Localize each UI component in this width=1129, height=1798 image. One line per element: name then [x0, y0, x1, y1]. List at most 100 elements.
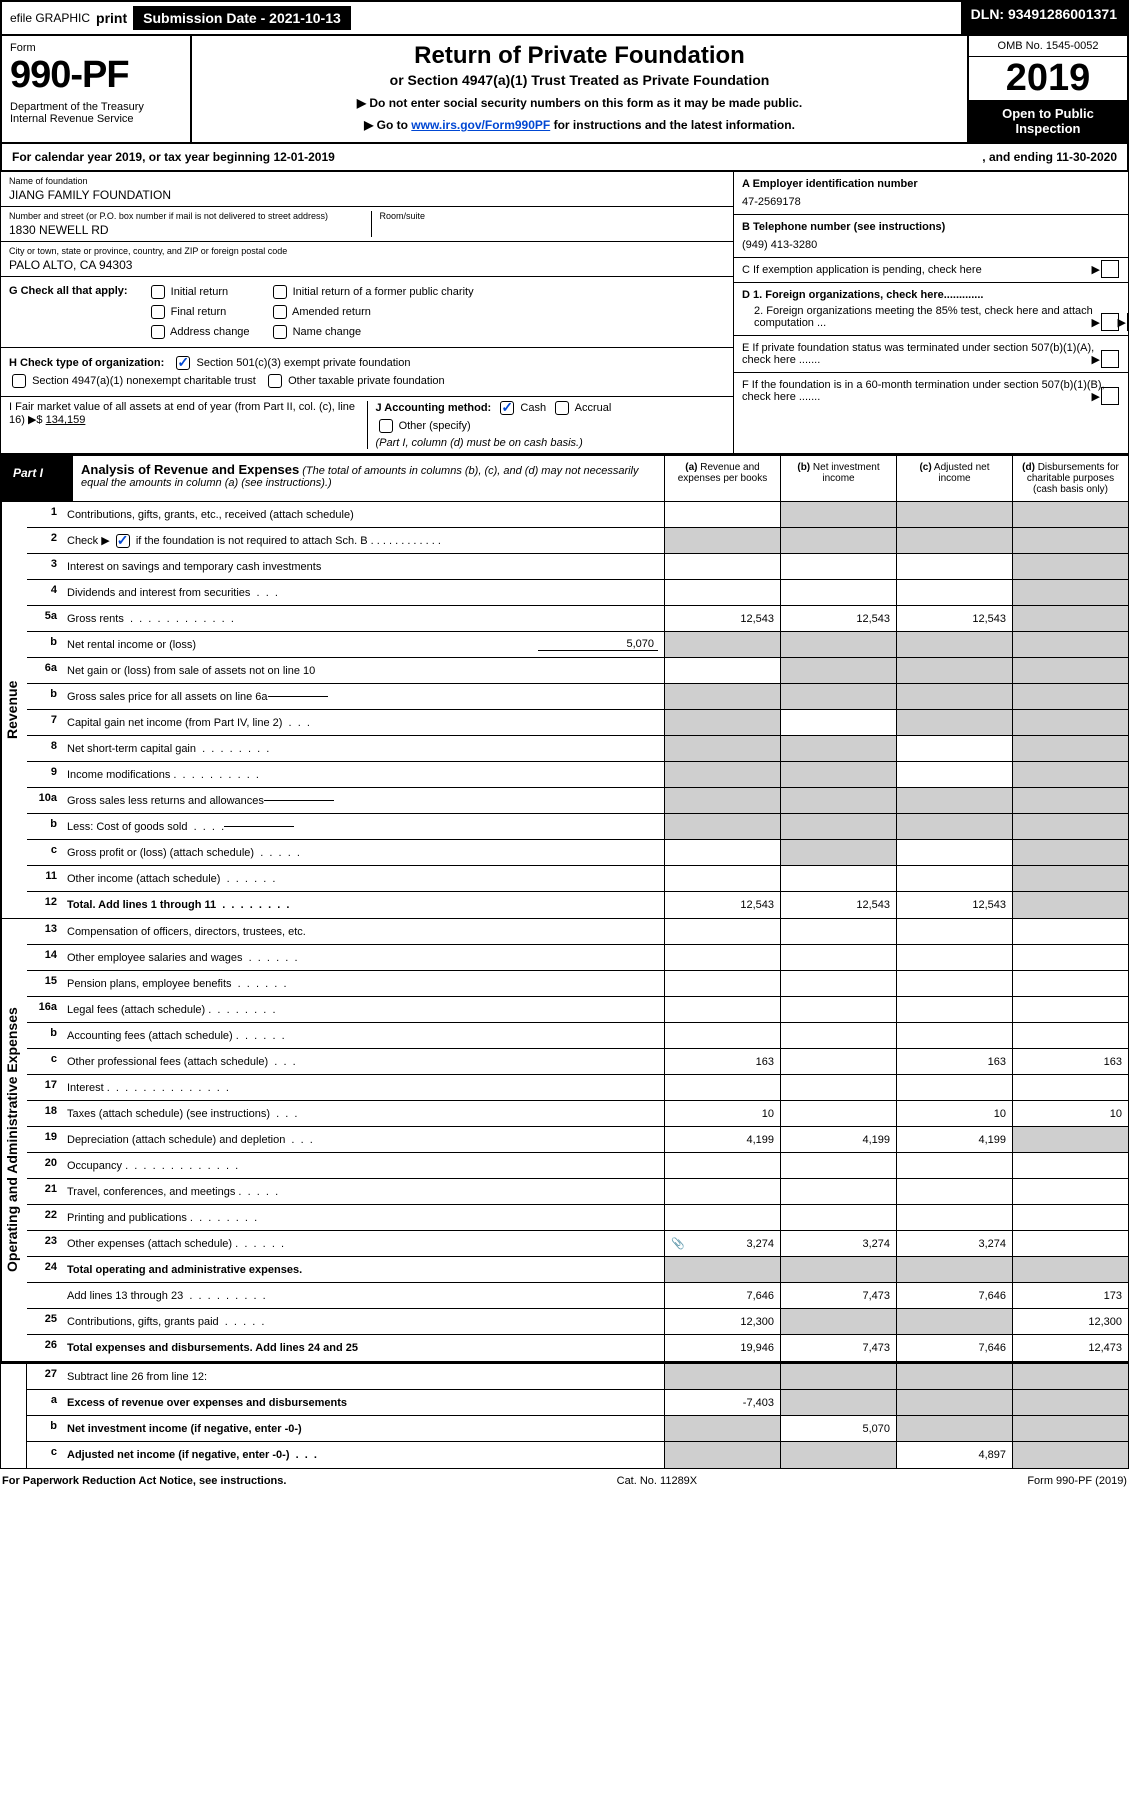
line-9: Income modifications . . . . . . . . . . [61, 762, 664, 787]
16c-a: 163 [664, 1049, 780, 1074]
5a-a: 12,543 [664, 606, 780, 631]
27b-b: 5,070 [780, 1416, 896, 1441]
f-label: F If the foundation is in a 60-month ter… [742, 379, 1105, 403]
info-grid: Name of foundation JIANG FAMILY FOUNDATI… [0, 172, 1129, 454]
line-12: Total. Add lines 1 through 11 . . . . . … [61, 892, 664, 918]
footer-left: For Paperwork Reduction Act Notice, see … [2, 1475, 286, 1487]
arrow-icon: ▶ [1092, 263, 1100, 276]
chk-initial[interactable] [151, 285, 165, 299]
line-10b: Less: Cost of goods sold . . . . [61, 814, 664, 839]
expenses-sidelabel: Operating and Administrative Expenses [1, 919, 27, 1361]
arrow-icon: ▶ [1092, 353, 1100, 366]
chk-accrual[interactable] [555, 401, 569, 415]
calendar-year-row: For calendar year 2019, or tax year begi… [0, 144, 1129, 172]
ein: 47-2569178 [742, 196, 1120, 208]
line-25: Contributions, gifts, grants paid . . . … [61, 1309, 664, 1334]
18-d: 10 [1012, 1101, 1128, 1126]
tel-label: B Telephone number (see instructions) [742, 221, 945, 233]
revenue-sidelabel: Revenue [1, 502, 27, 918]
line-24b: Add lines 13 through 23 . . . . . . . . … [61, 1283, 664, 1308]
top-bar: efile GRAPHIC print Submission Date - 20… [0, 0, 1129, 36]
line-6a: Net gain or (loss) from sale of assets n… [61, 658, 664, 683]
c-label: C If exemption application is pending, c… [742, 264, 982, 276]
26-b: 7,473 [780, 1335, 896, 1361]
dln: DLN: 93491286001371 [961, 2, 1127, 34]
print-label[interactable]: print [96, 10, 127, 26]
col-d-label: Disbursements for charitable purposes (c… [1027, 462, 1119, 495]
19-a: 4,199 [664, 1127, 780, 1152]
chk-amended[interactable] [273, 305, 287, 319]
line-10c: Gross profit or (loss) (attach schedule)… [61, 840, 664, 865]
line-5a: Gross rents . . . . . . . . . . . . [61, 606, 664, 631]
form-link[interactable]: www.irs.gov/Form990PF [411, 118, 550, 132]
16c-c: 163 [896, 1049, 1012, 1074]
19-b: 4,199 [780, 1127, 896, 1152]
line-7: Capital gain net income (from Part IV, l… [61, 710, 664, 735]
5a-b: 12,543 [780, 606, 896, 631]
line-8: Net short-term capital gain . . . . . . … [61, 736, 664, 761]
line-6b: Gross sales price for all assets on line… [61, 684, 664, 709]
open-inspection: Open to Public Inspection [969, 100, 1127, 142]
cal-year-end: , and ending 11-30-2020 [982, 150, 1117, 164]
telephone: (949) 413-3280 [742, 239, 1120, 251]
chk-e[interactable] [1101, 350, 1119, 368]
18-a: 10 [664, 1101, 780, 1126]
form-subtitle: or Section 4947(a)(1) Trust Treated as P… [204, 72, 955, 88]
line-27c: Adjusted net income (if negative, enter … [61, 1442, 664, 1468]
chk-initformer[interactable] [273, 285, 287, 299]
expenses-table: Operating and Administrative Expenses 13… [0, 919, 1129, 1362]
26-c: 7,646 [896, 1335, 1012, 1361]
26-d: 12,473 [1012, 1335, 1128, 1361]
16c-d: 163 [1012, 1049, 1128, 1074]
line-5b: Net rental income or (loss) 5,070 [61, 632, 664, 657]
i-value: 134,159 [46, 414, 86, 426]
chk-addrchange[interactable] [151, 325, 165, 339]
line-4: Dividends and interest from securities .… [61, 580, 664, 605]
line-15: Pension plans, employee benefits . . . .… [61, 971, 664, 996]
line-14: Other employee salaries and wages . . . … [61, 945, 664, 970]
12-a: 12,543 [664, 892, 780, 918]
omb-number: OMB No. 1545-0052 [969, 36, 1127, 57]
line-13: Compensation of officers, directors, tru… [61, 919, 664, 944]
chk-cash[interactable] [500, 401, 514, 415]
5a-c: 12,543 [896, 606, 1012, 631]
d2-label: 2. Foreign organizations meeting the 85%… [754, 305, 1093, 329]
d1-label: D 1. Foreign organizations, check here..… [742, 289, 983, 301]
12-c: 12,543 [896, 892, 1012, 918]
form-note-1: ▶ Do not enter social security numbers o… [204, 96, 955, 110]
chk-schb[interactable] [116, 534, 130, 548]
chk-c[interactable] [1101, 260, 1119, 278]
address: 1830 NEWELL RD [9, 223, 363, 237]
24-b: 7,473 [780, 1283, 896, 1308]
city-label: City or town, state or province, country… [9, 246, 725, 256]
line-1: Contributions, gifts, grants, etc., rece… [61, 502, 664, 527]
chk-other-tax[interactable] [268, 374, 282, 388]
part-title: Analysis of Revenue and Expenses [81, 462, 299, 477]
j-label: J Accounting method: [376, 402, 492, 414]
city: PALO ALTO, CA 94303 [9, 258, 725, 272]
chk-final[interactable] [151, 305, 165, 319]
form-label: Form [10, 42, 182, 54]
form-note-2: ▶ Go to www.irs.gov/Form990PF for instru… [204, 118, 955, 132]
chk-f[interactable] [1101, 387, 1119, 405]
23-a: 📎3,274 [664, 1231, 780, 1256]
arrow-icon: ▶ [1092, 390, 1100, 403]
e-label: E If private foundation status was termi… [742, 342, 1094, 366]
line-10a: Gross sales less returns and allowances [61, 788, 664, 813]
ein-label: A Employer identification number [742, 178, 918, 190]
chk-4947[interactable] [12, 374, 26, 388]
line-17: Interest . . . . . . . . . . . . . . [61, 1075, 664, 1100]
18-c: 10 [896, 1101, 1012, 1126]
h-label: H Check type of organization: [9, 357, 164, 369]
line-19: Depreciation (attach schedule) and deple… [61, 1127, 664, 1152]
chk-namechange[interactable] [273, 325, 287, 339]
submission-date: Submission Date - 2021-10-13 [133, 6, 351, 30]
chk-other-method[interactable] [379, 419, 393, 433]
cal-year-begin: For calendar year 2019, or tax year begi… [12, 150, 335, 164]
chk-501c3[interactable] [176, 356, 190, 370]
page-footer: For Paperwork Reduction Act Notice, see … [0, 1469, 1129, 1493]
j-note: (Part I, column (d) must be on cash basi… [376, 437, 726, 449]
line-27b: Net investment income (if negative, ente… [61, 1416, 664, 1441]
footer-right: Form 990-PF (2019) [1027, 1475, 1127, 1487]
col-c-label: Adjusted net income [934, 462, 990, 484]
